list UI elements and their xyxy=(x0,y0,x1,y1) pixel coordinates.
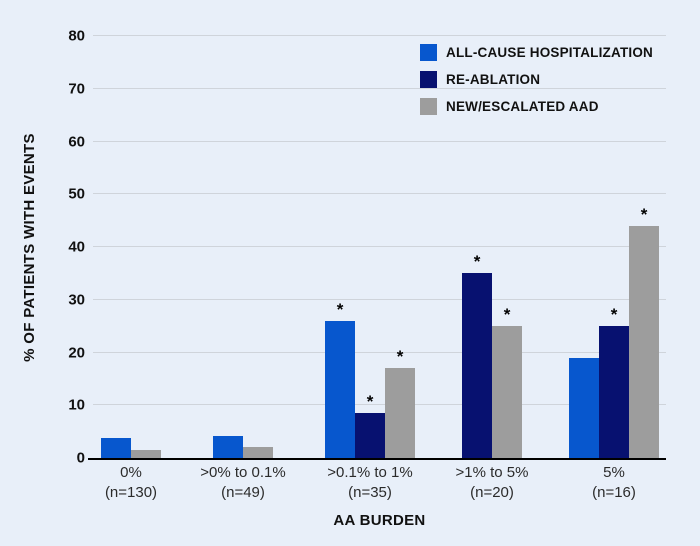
significance-asterisk: * xyxy=(503,305,511,325)
legend-label-all-cause-hospitalization: ALL-CAUSE HOSPITALIZATION xyxy=(446,45,653,60)
bar xyxy=(213,436,243,458)
bar-group-4: * * xyxy=(462,253,522,458)
x-tick-n: (n=16) xyxy=(592,484,636,501)
y-tick-label-60: 60 xyxy=(68,133,85,150)
bar-group-5: * * xyxy=(569,206,659,458)
y-tick-label-70: 70 xyxy=(68,80,85,98)
significance-asterisk: * xyxy=(473,252,481,272)
gridline-50 xyxy=(93,193,666,195)
plot-area: ALL-CAUSE HOSPITALIZATION RE-ABLATION NE… xyxy=(88,35,666,460)
legend-item-new-escalated-aad: NEW/ESCALATED AAD xyxy=(420,98,653,115)
significance-asterisk: * xyxy=(610,305,618,325)
legend-label-new-escalated-aad: NEW/ESCALATED AAD xyxy=(446,99,599,114)
x-tick-n: (n=130) xyxy=(104,484,158,501)
gridline-20 xyxy=(93,351,666,353)
bar xyxy=(569,357,599,458)
bar-group-1 xyxy=(101,437,161,458)
significance-asterisk: * xyxy=(366,391,374,411)
x-tick-label-3: >0.1% to 1% (n=35) xyxy=(327,463,412,503)
legend-swatch-re-ablation xyxy=(420,71,437,88)
bar: * xyxy=(355,393,385,458)
gridline-40 xyxy=(93,246,666,247)
bar: * xyxy=(325,301,355,458)
bar-group-2 xyxy=(213,436,273,458)
y-tick-label-40: 40 xyxy=(68,238,85,256)
y-tick-label-80: 80 xyxy=(68,27,85,45)
x-tick-label-2: >0% to 0.1% (n=49) xyxy=(200,463,285,503)
x-tick-n: (n=35) xyxy=(348,484,392,501)
x-tick-label-4: >1% to 5% (n=20) xyxy=(456,463,529,503)
x-tick-range: >1% to 5% xyxy=(455,464,529,481)
legend-label-re-ablation: RE-ABLATION xyxy=(446,72,541,87)
y-tick-label-30: 30 xyxy=(68,291,85,309)
legend-swatch-all-cause-hospitalization xyxy=(420,44,437,61)
gridline-30 xyxy=(93,298,666,300)
x-tick-label-5: 5% (n=16) xyxy=(592,463,636,503)
x-tick-n: (n=49) xyxy=(221,484,265,501)
bar: * xyxy=(599,306,629,458)
significance-asterisk: * xyxy=(640,204,648,224)
x-axis-labels: 0% (n=130) >0% to 0.1% (n=49) >0.1% to 1% (n=… xyxy=(93,463,666,505)
legend-item-all-cause-hospitalization: ALL-CAUSE HOSPITALIZATION xyxy=(420,44,653,61)
legend-item-re-ablation: RE-ABLATION xyxy=(420,71,653,88)
significance-asterisk: * xyxy=(336,299,344,319)
x-axis-line xyxy=(88,458,666,460)
x-tick-label-1: 0% (n=130) xyxy=(105,463,157,503)
legend-swatch-new-escalated-aad xyxy=(420,98,437,115)
x-tick-range: 5% xyxy=(603,464,625,481)
y-axis-ticks: 0 10 20 30 40 50 60 70 80 xyxy=(0,28,85,467)
bar-group-3: * * * xyxy=(325,301,415,458)
gridline-80 xyxy=(93,35,666,36)
y-tick-label-50: 50 xyxy=(68,185,85,203)
bar xyxy=(243,447,273,458)
significance-asterisk: * xyxy=(396,346,404,366)
gridline-70 xyxy=(93,87,666,89)
bar: * xyxy=(492,306,522,458)
legend: ALL-CAUSE HOSPITALIZATION RE-ABLATION NE… xyxy=(420,44,653,115)
bar xyxy=(131,450,161,458)
x-axis-title: AA BURDEN xyxy=(333,512,426,529)
bar xyxy=(101,437,131,458)
bar: * xyxy=(385,348,415,458)
y-tick-label-10: 10 xyxy=(68,396,85,414)
x-tick-range: >0.1% to 1% xyxy=(327,464,413,481)
y-tick-label-20: 20 xyxy=(68,344,85,361)
x-tick-range: >0% to 0.1% xyxy=(200,464,286,481)
gridline-60 xyxy=(93,140,666,142)
y-tick-label-0: 0 xyxy=(76,449,85,467)
x-tick-range: 0% xyxy=(120,464,142,481)
x-tick-n: (n=20) xyxy=(470,484,514,501)
gridline-10 xyxy=(93,404,666,406)
bar: * xyxy=(629,206,659,458)
bar: * xyxy=(462,253,492,458)
